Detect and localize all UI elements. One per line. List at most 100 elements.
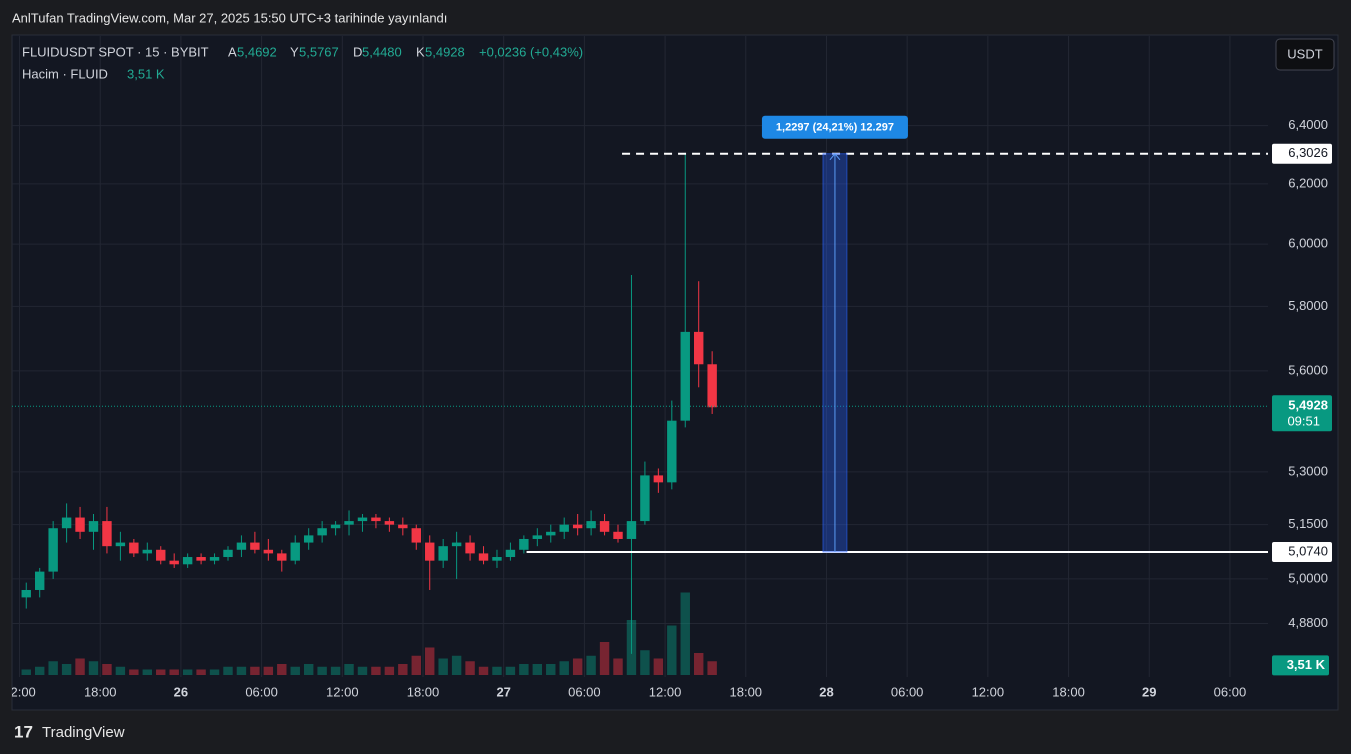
low-value: 5,4480 bbox=[362, 44, 402, 59]
volume-bar bbox=[384, 666, 395, 675]
change: +0,0236 (+0,43%) bbox=[479, 44, 583, 59]
candle-body bbox=[263, 549, 274, 554]
volume-bar bbox=[250, 666, 260, 675]
level-badge bbox=[1272, 541, 1332, 562]
published-note: AnlTufan TradingView.com, Mar 27, 2025 1… bbox=[12, 10, 447, 25]
candle-body bbox=[182, 557, 193, 565]
candle-body bbox=[129, 542, 139, 554]
volume-bar bbox=[465, 661, 475, 675]
measure-arrow-head bbox=[829, 152, 841, 161]
volume-bar bbox=[330, 666, 341, 675]
volume-bar bbox=[559, 661, 569, 675]
volume-bar bbox=[88, 661, 99, 675]
candle-body bbox=[546, 531, 556, 536]
x-tick-label: 06:00 bbox=[891, 684, 924, 699]
x-tick-label: 06:00 bbox=[568, 684, 601, 699]
candle-body bbox=[559, 524, 569, 532]
candle-body bbox=[492, 557, 502, 561]
candle-body bbox=[532, 535, 543, 539]
volume-bar bbox=[61, 664, 72, 675]
volume-bar bbox=[371, 666, 381, 675]
candle-body bbox=[223, 549, 233, 558]
volume-bar bbox=[263, 666, 274, 675]
chart-panel bbox=[11, 34, 1339, 711]
high-value: 5,5767 bbox=[299, 44, 339, 59]
candle-body bbox=[519, 538, 529, 550]
y-tick-label: 6,2000 bbox=[1288, 175, 1328, 190]
candle-body bbox=[626, 521, 637, 539]
volume-bar bbox=[182, 669, 193, 675]
volume-bar bbox=[34, 666, 45, 675]
volume-bar bbox=[599, 642, 610, 675]
y-tick-label: 6,4000 bbox=[1288, 117, 1328, 132]
volume-bar bbox=[640, 650, 650, 675]
candle-body bbox=[102, 521, 112, 547]
volume-value: 3,51 K bbox=[127, 66, 165, 81]
logo: 17 bbox=[14, 722, 33, 741]
x-tick-label: 28 bbox=[819, 684, 833, 699]
currency-button[interactable]: USDT bbox=[1275, 38, 1335, 71]
candle-body bbox=[667, 420, 677, 483]
volume-bar bbox=[492, 666, 502, 675]
last-price-label: 5,4928 bbox=[1288, 398, 1328, 413]
volume-bar bbox=[169, 669, 179, 675]
volume-bar bbox=[344, 664, 354, 675]
open-value: 5,4692 bbox=[237, 44, 277, 59]
volume-bar bbox=[156, 669, 166, 675]
volume-bar bbox=[411, 655, 421, 675]
volume-bar bbox=[438, 658, 448, 675]
overlays: 1,2297 (24,21%) 12.297 bbox=[12, 115, 1268, 553]
volume-bar bbox=[209, 669, 220, 675]
candle-body bbox=[344, 521, 354, 525]
currency-text[interactable]: USDT bbox=[1287, 46, 1322, 61]
volume-bar bbox=[425, 647, 435, 675]
volume-bar bbox=[236, 666, 247, 675]
close-label: K bbox=[416, 44, 425, 59]
y-tick-label: 5,1500 bbox=[1288, 516, 1328, 531]
volume-bar bbox=[693, 653, 704, 675]
y-tick-label: 6,0000 bbox=[1288, 236, 1328, 251]
candle-body bbox=[371, 517, 381, 522]
candle-body bbox=[707, 364, 717, 408]
candle-body bbox=[599, 521, 610, 532]
close-value: 5,4928 bbox=[425, 44, 465, 59]
y-tick-label: 5,6000 bbox=[1288, 362, 1328, 377]
currency-button-bg[interactable] bbox=[1275, 38, 1335, 71]
x-tick-label: 12:00 bbox=[972, 684, 1005, 699]
volume-bar bbox=[277, 664, 287, 675]
x-tick-label: 12:00 bbox=[326, 684, 359, 699]
volume-bar bbox=[223, 666, 233, 675]
volume-bar bbox=[196, 669, 206, 675]
volume-bar bbox=[115, 666, 126, 675]
candle-body bbox=[303, 535, 314, 543]
candle-body bbox=[88, 521, 99, 532]
level-label: 6,3026 bbox=[1288, 145, 1328, 160]
grid bbox=[12, 36, 1268, 677]
volume-bar bbox=[613, 658, 623, 675]
volume-bar bbox=[75, 658, 85, 675]
volume-badge-label: 3,51 K bbox=[1287, 657, 1326, 672]
volume-bar bbox=[707, 661, 717, 675]
candle-body bbox=[613, 531, 623, 539]
candle-body bbox=[34, 571, 45, 590]
footer: 17 TradingView bbox=[14, 722, 125, 741]
candle-body bbox=[438, 546, 448, 561]
volume-bar bbox=[129, 669, 139, 675]
open-label: A bbox=[228, 44, 237, 59]
volume-bar bbox=[478, 666, 489, 675]
legend: FLUIDUSDT SPOT · 15 · BYBIT A 5,4692 Y 5… bbox=[22, 44, 583, 81]
candle-body bbox=[680, 331, 690, 421]
x-tick-label: 18:00 bbox=[407, 684, 440, 699]
candle-body bbox=[21, 589, 31, 598]
candle-body bbox=[451, 542, 462, 547]
volume-bar bbox=[680, 592, 690, 675]
countdown: 09:51 bbox=[1287, 414, 1320, 429]
candle-body bbox=[330, 524, 341, 529]
candle-body bbox=[250, 542, 260, 550]
symbol: FLUIDUSDT SPOT · 15 · BYBIT bbox=[22, 44, 209, 59]
candle-body bbox=[156, 549, 166, 561]
high-label: Y bbox=[290, 44, 299, 59]
volume-bar bbox=[48, 661, 58, 675]
